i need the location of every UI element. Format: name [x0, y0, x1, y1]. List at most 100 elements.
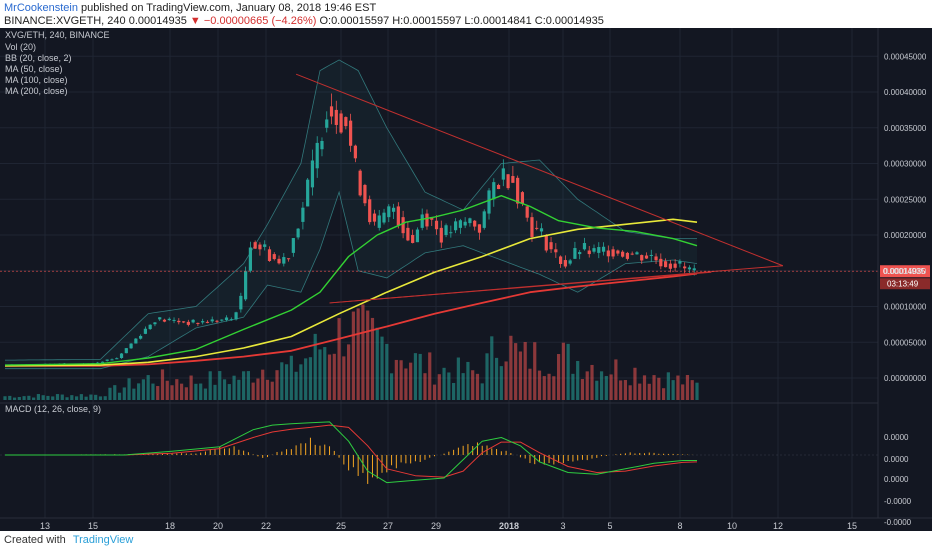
candle — [363, 184, 367, 204]
candle — [382, 212, 386, 223]
candle — [420, 214, 424, 228]
candle — [210, 319, 214, 322]
legend-ma100: MA (100, close) — [5, 75, 68, 85]
volume-bar — [65, 397, 69, 400]
last-price: 0.00014935 — [128, 15, 187, 27]
candle — [687, 267, 692, 270]
volume-bar — [604, 376, 608, 400]
candle — [454, 221, 458, 231]
time-tick-label: 20 — [213, 521, 223, 531]
candle — [167, 318, 171, 321]
candle — [516, 177, 520, 204]
volume-bar — [251, 382, 255, 400]
volume-bar — [671, 380, 675, 400]
candle — [272, 254, 276, 260]
volume-bar — [432, 384, 437, 400]
candle — [134, 338, 138, 344]
volume-bar — [337, 318, 341, 400]
volume-bar — [294, 371, 298, 400]
volume-bar — [351, 311, 355, 400]
bb-upper-line — [5, 59, 697, 361]
volume-bar — [485, 353, 489, 400]
macd-signal-line — [5, 424, 698, 478]
candle — [196, 322, 200, 324]
macd-tick-label: 0.0000 — [884, 455, 909, 464]
volume-bar — [409, 362, 413, 400]
candle — [411, 235, 415, 243]
volume-bar — [471, 370, 475, 400]
volume-bar — [265, 379, 270, 400]
candle — [506, 174, 510, 189]
candle — [301, 207, 305, 222]
candle — [663, 261, 668, 268]
trendline — [295, 73, 784, 267]
volume-bar — [46, 395, 50, 400]
volume-bar — [156, 386, 160, 400]
candle — [496, 184, 501, 190]
volume-bar — [576, 360, 580, 400]
volume-bar — [657, 377, 661, 400]
last-price-label: 0.00014935 — [883, 267, 926, 276]
countdown-tag — [880, 278, 930, 290]
volume-bar — [494, 357, 499, 400]
candle — [592, 248, 596, 252]
volume-bar — [270, 381, 274, 400]
moving-averages — [4, 195, 698, 367]
candle — [587, 250, 591, 255]
candle — [568, 260, 572, 264]
volume-bar — [141, 379, 145, 400]
volume-bar — [313, 333, 317, 400]
ma100-line — [4, 218, 698, 367]
volume-bar — [380, 336, 384, 400]
time-tick-label: 15 — [88, 521, 98, 531]
volume-bar — [418, 353, 422, 400]
volume-bar — [327, 354, 332, 400]
volume-bar — [447, 372, 451, 400]
volume-bar — [60, 394, 64, 400]
candle — [692, 268, 696, 271]
volume-bar — [132, 388, 136, 400]
volume-bar — [323, 347, 327, 400]
time-tick-label: 25 — [336, 521, 346, 531]
price-tick-label: 0.00015000 — [884, 267, 927, 276]
volume-bar — [237, 379, 241, 400]
candle — [205, 321, 210, 323]
volume-bar — [203, 388, 208, 400]
price-tick-label: 0.00005000 — [884, 338, 927, 347]
macd-line — [5, 421, 697, 484]
volume-bar — [299, 364, 303, 400]
time-tick-label: 2018 — [499, 521, 519, 531]
candle — [668, 263, 672, 269]
volume-bar — [194, 383, 198, 400]
candle — [597, 247, 601, 253]
candle — [511, 176, 515, 183]
candle — [310, 160, 315, 188]
volume-bar — [347, 344, 351, 400]
tradingview-brand[interactable]: TradingView — [72, 534, 134, 546]
legend-ma200: MA (200, close) — [5, 86, 68, 96]
candle — [277, 258, 281, 264]
candle — [139, 335, 143, 339]
candle — [229, 319, 233, 321]
volume-bar — [356, 308, 360, 400]
candle — [525, 206, 529, 218]
author-link[interactable]: MrCookenstein — [4, 2, 78, 14]
volume-bar — [41, 395, 45, 400]
candle — [162, 319, 167, 322]
price-tick-label: 0.00010000 — [884, 303, 927, 312]
candle — [124, 348, 128, 354]
candle — [401, 217, 405, 234]
candle — [611, 249, 615, 257]
candle — [353, 145, 357, 159]
volume-bar — [308, 357, 313, 400]
volume-bar — [84, 396, 88, 400]
footer-bar: Created with TradingView — [0, 531, 932, 550]
candle — [616, 250, 620, 254]
candle — [535, 227, 539, 229]
candle — [649, 254, 653, 256]
volume-bar — [113, 385, 117, 400]
volume-bar — [404, 368, 408, 400]
volume-bar — [232, 375, 236, 400]
candle — [554, 249, 558, 253]
